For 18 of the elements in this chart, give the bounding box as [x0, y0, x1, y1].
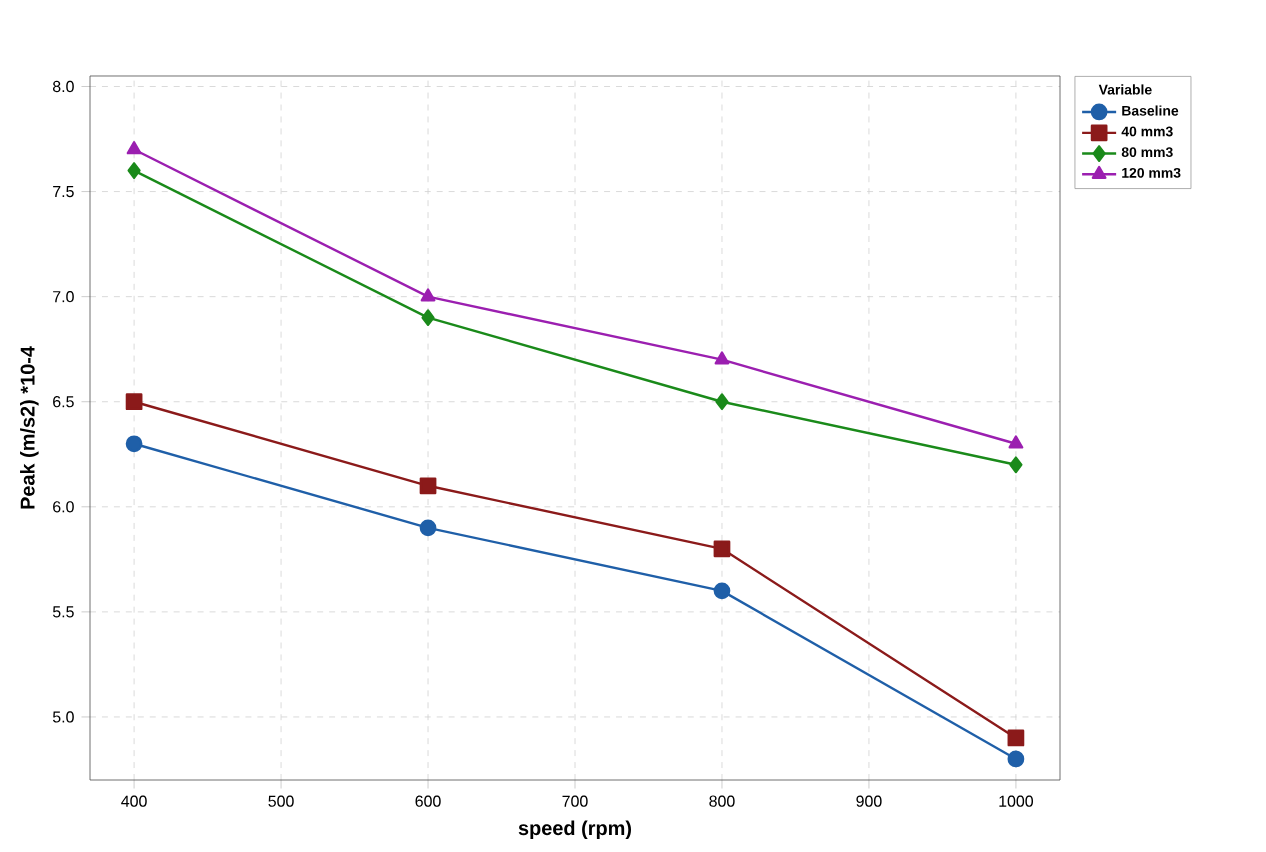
point — [715, 393, 729, 411]
point — [420, 288, 436, 302]
point — [127, 162, 141, 179]
point — [125, 393, 143, 411]
point — [713, 540, 731, 558]
point — [1007, 729, 1025, 747]
point — [1008, 435, 1024, 449]
point — [419, 519, 437, 537]
point — [713, 582, 731, 600]
x-axis-title: speed (rpm) — [518, 820, 632, 840]
point — [125, 435, 143, 453]
point — [419, 477, 437, 495]
y-axis-title: Peak (m/s2) *10-4 — [20, 346, 39, 509]
point — [421, 309, 435, 327]
point — [714, 351, 730, 365]
point — [126, 141, 142, 155]
point — [1007, 750, 1025, 768]
point — [1009, 456, 1023, 474]
